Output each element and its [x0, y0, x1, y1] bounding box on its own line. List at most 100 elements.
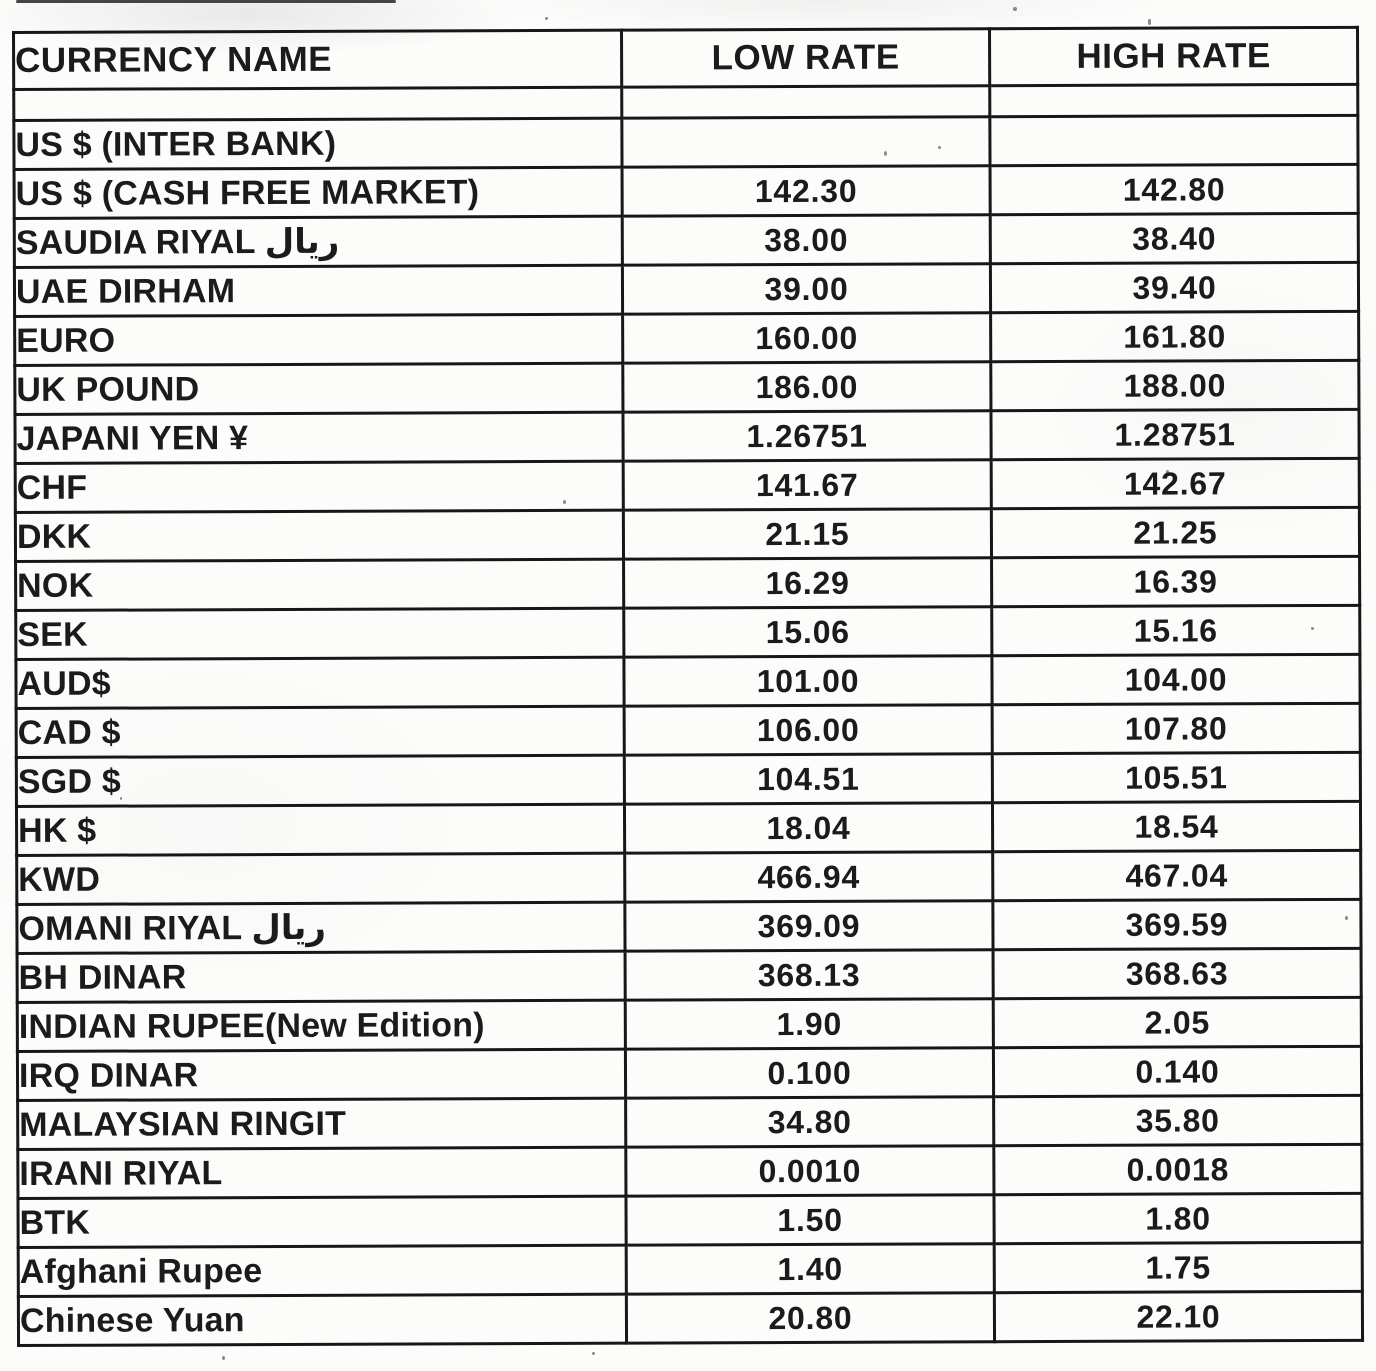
low-rate-cell [621, 116, 991, 168]
currency-name-cell: SAUDIA RIYAL ريال [14, 216, 623, 268]
low-rate-cell: 1.40 [626, 1243, 995, 1295]
table-header-row: CURRENCY NAME LOW RATE HIGH RATE [13, 27, 1358, 90]
currency-name-cell: INDIAN RUPEE(New Edition) [17, 1000, 626, 1052]
currency-name-cell: SEK [15, 608, 624, 660]
table-row: BH DINAR 368.13 368.63 [17, 948, 1362, 1003]
low-rate-cell: 466.94 [624, 851, 993, 903]
table-row: NOK 16.29 16.39 [15, 556, 1360, 611]
currency-name-cell: DKK [15, 510, 624, 562]
currency-name-cell: EURO [14, 314, 623, 366]
currency-name-cell: KWD [16, 853, 625, 905]
col-header-currency-name: CURRENCY NAME [13, 30, 622, 90]
high-rate-cell: 35.80 [993, 1095, 1362, 1146]
low-rate-cell: 34.80 [625, 1096, 994, 1148]
currency-name-cell: OMANI RIYAL ريال [16, 902, 626, 954]
low-rate-cell: 186.00 [622, 361, 991, 413]
currency-name-cell: HK $ [16, 804, 625, 856]
table-row: AUD$ 101.00 104.00 [15, 654, 1361, 709]
currency-name-cell: Afghani Rupee [18, 1245, 627, 1297]
table-row: Afghani Rupee 1.40 1.75 [18, 1242, 1363, 1297]
low-rate-cell: 368.13 [625, 949, 994, 1001]
high-rate-cell: 1.75 [994, 1242, 1363, 1293]
table-row: UAE DIRHAM 39.00 39.40 [14, 262, 1359, 317]
low-rate-cell: 20.80 [626, 1292, 995, 1344]
low-rate-cell: 1.90 [625, 998, 994, 1050]
table-row: DKK 21.15 21.25 [15, 507, 1360, 562]
currency-name-cell: MALAYSIAN RINGIT [17, 1098, 626, 1150]
currency-name-cell: UAE DIRHAM [14, 265, 623, 317]
low-rate-cell: 142.30 [622, 165, 991, 217]
high-rate-cell: 142.80 [990, 164, 1359, 215]
scan-speck [222, 1356, 225, 1360]
high-rate-cell: 467.04 [992, 850, 1361, 901]
low-rate-cell: 16.29 [623, 557, 992, 609]
low-rate-cell: 106.00 [624, 704, 993, 756]
table-row: UK POUND 186.00 188.00 [14, 360, 1359, 415]
table-row: EURO 160.00 161.80 [14, 311, 1359, 366]
high-rate-cell: 0.0018 [993, 1144, 1362, 1195]
table-row: SEK 15.06 15.16 [15, 605, 1360, 660]
scan-speck [592, 1352, 595, 1355]
low-rate-cell: 369.09 [624, 900, 994, 952]
high-rate-cell: 21.25 [991, 507, 1360, 558]
high-rate-cell: 1.28751 [990, 409, 1360, 460]
low-rate-cell: 104.51 [624, 753, 993, 805]
high-rate-cell: 18.54 [992, 801, 1361, 852]
currency-name-cell: US $ (INTER BANK) [13, 118, 623, 170]
currency-name-cell: US $ (CASH FREE MARKET) [14, 167, 623, 219]
high-rate-cell: 369.59 [992, 899, 1362, 950]
scan-speck [120, 797, 122, 800]
low-rate-cell: 21.15 [623, 508, 992, 560]
scan-speck [1013, 7, 1017, 11]
high-rate-cell: 107.80 [992, 703, 1361, 754]
low-rate-cell: 141.67 [623, 459, 992, 511]
table-row: IRANI RIYAL 0.0010 0.0018 [17, 1144, 1362, 1199]
scan-speck [1345, 916, 1348, 920]
low-rate-cell: 38.00 [622, 214, 991, 266]
high-rate-cell [989, 115, 1359, 166]
scan-speck [884, 151, 887, 156]
low-rate-cell: 39.00 [622, 263, 991, 315]
table-row: SAUDIA RIYAL ريال 38.00 38.40 [14, 213, 1359, 268]
table-row: US $ (CASH FREE MARKET) 142.30 142.80 [14, 164, 1359, 219]
currency-name-cell: IRQ DINAR [17, 1049, 626, 1101]
table-row: KWD 466.94 467.04 [16, 850, 1361, 905]
table-row: US $ (INTER BANK) [13, 115, 1359, 170]
table-row: IRQ DINAR 0.100 0.140 [17, 1046, 1362, 1101]
scan-streak-artifact [16, 0, 396, 3]
currency-name-cell: SGD $ [16, 755, 625, 807]
table-row: BTK 1.50 1.80 [17, 1193, 1363, 1248]
low-rate-cell: 1.26751 [622, 410, 992, 462]
scan-speck [545, 17, 548, 20]
low-rate-cell: 160.00 [622, 312, 991, 364]
table-row: MALAYSIAN RINGIT 34.80 35.80 [17, 1095, 1362, 1150]
low-rate-cell: 101.00 [623, 655, 993, 707]
table-body: US $ (INTER BANK) US $ (CASH FREE MARKET… [13, 115, 1363, 1346]
currency-name-cell: CAD $ [16, 706, 625, 758]
low-rate-cell: 0.100 [625, 1047, 994, 1099]
currency-name-cell: CHF [15, 461, 624, 513]
table-row: CHF 141.67 142.67 [15, 458, 1360, 513]
spacer-row [13, 84, 1358, 121]
table-row: INDIAN RUPEE(New Edition) 1.90 2.05 [17, 997, 1362, 1052]
scan-speck [938, 146, 941, 149]
table-row: JAPANI YEN ¥ 1.26751 1.28751 [14, 409, 1360, 464]
scan-speck [563, 500, 566, 504]
spacer-cell [13, 87, 622, 121]
high-rate-cell: 368.63 [993, 948, 1362, 999]
high-rate-cell: 16.39 [991, 556, 1360, 607]
table-row: Chinese Yuan 20.80 22.10 [18, 1291, 1363, 1346]
scan-speck [1148, 19, 1151, 25]
high-rate-cell: 0.140 [993, 1046, 1362, 1097]
currency-name-cell: UK POUND [14, 363, 623, 415]
high-rate-cell: 161.80 [990, 311, 1359, 362]
high-rate-cell: 188.00 [990, 360, 1359, 411]
table-row: HK $ 18.04 18.54 [16, 801, 1361, 856]
high-rate-cell: 15.16 [991, 605, 1360, 656]
high-rate-cell: 104.00 [991, 654, 1361, 705]
currency-name-cell: NOK [15, 559, 624, 611]
scan-speck [1311, 627, 1314, 630]
low-rate-cell: 1.50 [625, 1194, 995, 1246]
spacer-cell [621, 85, 990, 119]
